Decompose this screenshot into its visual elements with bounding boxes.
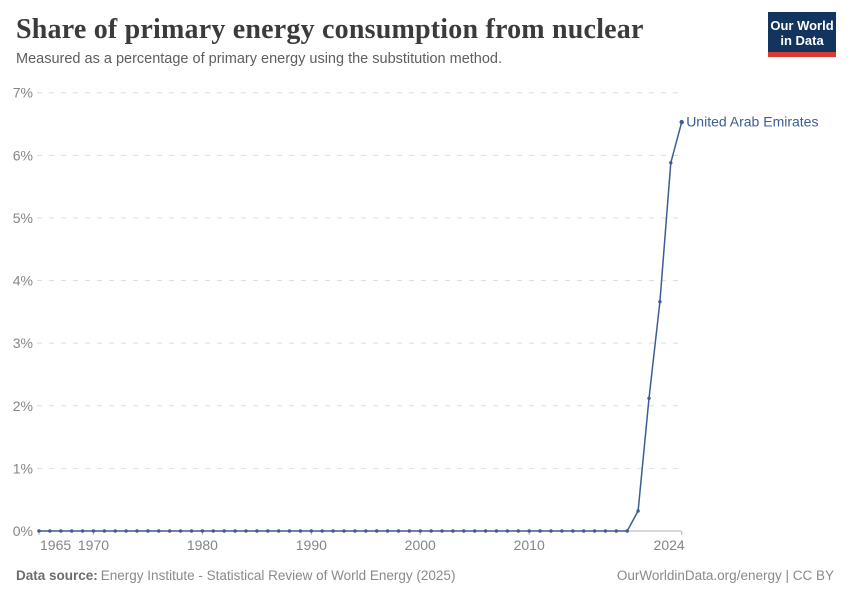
data-point[interactable]: [331, 529, 335, 533]
data-point[interactable]: [505, 529, 510, 533]
data-point[interactable]: [37, 529, 41, 533]
data-point[interactable]: [353, 529, 357, 533]
data-point[interactable]: [375, 529, 379, 533]
x-tick-label: 1970: [78, 537, 109, 553]
logo-line1: Our World: [770, 18, 834, 33]
data-point[interactable]: [516, 529, 520, 533]
series-label[interactable]: United Arab Emirates: [686, 114, 818, 130]
data-point[interactable]: [483, 529, 488, 533]
data-point[interactable]: [625, 529, 629, 533]
data-source: Data source: Energy Institute - Statistic…: [16, 568, 455, 583]
data-point[interactable]: [70, 529, 74, 533]
data-point[interactable]: [451, 529, 455, 533]
x-tick-label: 2000: [405, 537, 436, 553]
data-point[interactable]: [189, 529, 194, 533]
data-point[interactable]: [211, 529, 215, 533]
data-point[interactable]: [266, 529, 270, 533]
x-tick-label: 2010: [514, 537, 545, 553]
data-point[interactable]: [168, 529, 172, 533]
y-tick-label: 0%: [13, 523, 33, 539]
x-tick-label: 1990: [296, 537, 327, 553]
chart-subtitle: Measured as a percentage of primary ener…: [16, 51, 503, 67]
data-point[interactable]: [244, 529, 248, 533]
data-point[interactable]: [429, 529, 433, 533]
data-point[interactable]: [309, 529, 313, 533]
owid-logo[interactable]: Our World in Data: [768, 12, 836, 57]
data-point[interactable]: [560, 529, 564, 533]
data-point[interactable]: [91, 529, 96, 533]
data-point[interactable]: [407, 529, 412, 533]
data-point[interactable]: [440, 529, 444, 533]
x-tick-label: 2024: [654, 537, 685, 553]
data-point[interactable]: [287, 529, 292, 533]
data-source-label: Data source:: [16, 568, 98, 583]
data-source-text: Energy Institute - Statistical Review of…: [100, 568, 456, 583]
footer-link[interactable]: OurWorldinData.org/energy | CC BY: [616, 568, 834, 583]
data-point[interactable]: [255, 529, 259, 533]
y-tick-label: 4%: [13, 273, 33, 289]
series-line[interactable]: [38, 121, 683, 532]
data-point[interactable]: [396, 529, 401, 533]
data-point[interactable]: [549, 529, 553, 533]
y-tick-label: 5%: [13, 210, 33, 226]
data-point[interactable]: [200, 529, 205, 533]
data-point[interactable]: [48, 529, 52, 533]
data-point[interactable]: [113, 529, 118, 533]
data-point[interactable]: [418, 529, 422, 533]
data-point[interactable]: [385, 529, 390, 533]
data-point[interactable]: [462, 529, 466, 533]
data-point[interactable]: [527, 529, 531, 533]
data-point[interactable]: [538, 529, 542, 533]
data-point[interactable]: [80, 529, 85, 533]
data-point[interactable]: [124, 529, 128, 533]
data-point[interactable]: [603, 529, 608, 533]
page-title: Share of primary energy consumption from…: [16, 14, 644, 45]
data-point[interactable]: [364, 529, 368, 533]
data-point[interactable]: [647, 396, 651, 400]
x-tick-label: 1980: [187, 537, 218, 553]
logo-line2: in Data: [780, 33, 824, 48]
data-point[interactable]: [146, 529, 150, 533]
data-point[interactable]: [592, 529, 597, 533]
data-point[interactable]: [320, 529, 324, 533]
y-tick-label: 3%: [13, 335, 33, 351]
data-point[interactable]: [614, 529, 618, 533]
data-point[interactable]: [178, 529, 183, 533]
data-point[interactable]: [298, 529, 303, 533]
data-point[interactable]: [59, 529, 63, 533]
data-point[interactable]: [658, 300, 662, 304]
y-tick-label: 6%: [13, 147, 33, 163]
data-point[interactable]: [679, 119, 684, 125]
x-tick-label: 1965: [40, 537, 71, 553]
data-point[interactable]: [342, 529, 346, 533]
data-point[interactable]: [473, 529, 477, 533]
data-point[interactable]: [157, 529, 161, 533]
data-point[interactable]: [222, 529, 226, 533]
data-point[interactable]: [571, 529, 575, 533]
data-point[interactable]: [636, 509, 640, 513]
data-point[interactable]: [494, 529, 499, 533]
y-tick-label: 1%: [13, 460, 33, 476]
data-point[interactable]: [582, 529, 586, 533]
data-point[interactable]: [102, 529, 107, 533]
data-point[interactable]: [233, 529, 237, 533]
data-point[interactable]: [277, 529, 281, 533]
y-tick-label: 2%: [13, 398, 33, 414]
data-point[interactable]: [135, 529, 139, 533]
y-tick-label: 7%: [13, 85, 33, 101]
data-point[interactable]: [669, 161, 673, 165]
